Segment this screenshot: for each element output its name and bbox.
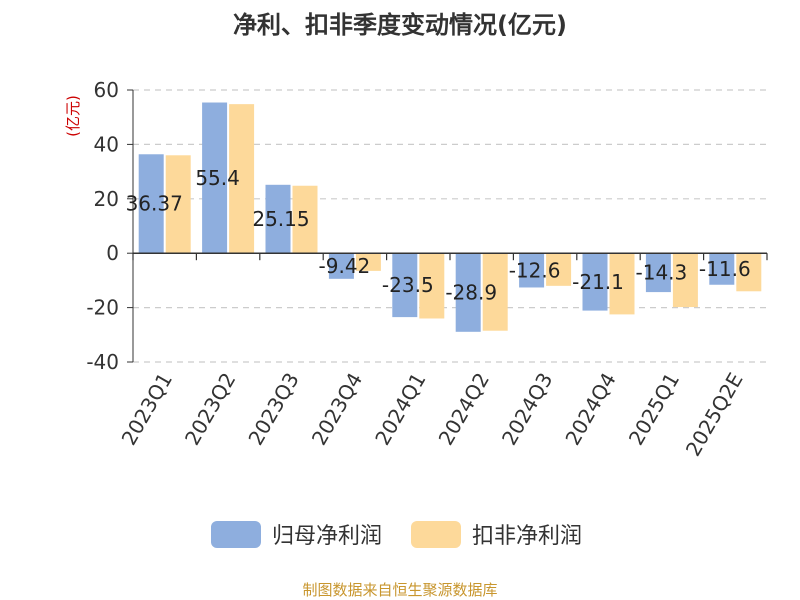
bar-net-profit[interactable] (709, 253, 735, 285)
grid-lines (133, 89, 767, 363)
data-label: -9.42 (319, 254, 371, 278)
y-tick-label: -40 (86, 350, 119, 374)
bar-net-profit[interactable] (328, 253, 354, 279)
bar-net-profit[interactable] (519, 253, 545, 288)
bar-deducted-profit[interactable] (609, 253, 635, 315)
bar-net-profit[interactable] (455, 253, 481, 332)
bar-net-profit[interactable] (582, 253, 608, 311)
y-tick-label: 20 (94, 187, 119, 211)
data-label: 36.37 (126, 192, 183, 216)
data-label: -12.6 (509, 258, 561, 282)
bar-deducted-profit[interactable] (229, 104, 255, 254)
y-tick-label: 40 (94, 132, 119, 156)
legend[interactable]: 归母净利润 扣非净利润 (211, 521, 582, 549)
data-label: -11.6 (699, 257, 751, 281)
bar-net-profit[interactable] (392, 253, 418, 318)
x-tick-label: 2023Q2 (180, 369, 240, 450)
legend-item[interactable]: 扣非净利润 (411, 521, 582, 549)
bar-deducted-profit[interactable] (419, 253, 445, 319)
data-label: 55.4 (195, 166, 240, 190)
legend-swatch (211, 521, 261, 548)
bar-net-profit[interactable] (265, 184, 291, 254)
bar-deducted-profit[interactable] (672, 253, 698, 308)
bar-deducted-profit[interactable] (292, 185, 318, 254)
x-tick-label: 2023Q4 (307, 369, 367, 450)
bar-net-profit[interactable] (645, 253, 671, 293)
bar-deducted-profit[interactable] (546, 253, 572, 286)
x-tick-label: 2025Q1 (624, 369, 684, 450)
x-tick-label: 2023Q1 (117, 369, 177, 450)
bar-deducted-profit[interactable] (165, 155, 191, 254)
bars (138, 102, 762, 332)
legend-item[interactable]: 归母净利润 (211, 521, 382, 549)
y-tick-label: -20 (86, 296, 119, 320)
x-tick-label: 2024Q4 (560, 369, 620, 450)
source-note: 制图数据来自恒生聚源数据库 (302, 581, 497, 599)
bar-net-profit[interactable] (202, 102, 228, 254)
legend-swatch (411, 521, 461, 548)
x-tick-label: 2023Q3 (243, 369, 303, 450)
x-tick-label: 2025Q2E (681, 369, 748, 461)
y-tick-label: 0 (106, 241, 119, 265)
chart-title: 净利、扣非季度变动情况(亿元) (233, 11, 567, 39)
bar-deducted-profit[interactable] (736, 253, 762, 292)
x-tick-label: 2024Q3 (497, 369, 557, 450)
x-tick-label: 2024Q1 (370, 369, 430, 450)
data-label: -21.1 (572, 270, 624, 294)
bar-deducted-profit[interactable] (355, 253, 381, 271)
data-label: -23.5 (382, 273, 434, 297)
bar-net-profit[interactable] (138, 154, 164, 254)
y-axis-label: (亿元) (64, 95, 82, 137)
legend-label: 扣非净利润 (472, 524, 582, 549)
data-label: -14.3 (636, 261, 688, 285)
legend-label: 归母净利润 (272, 524, 382, 549)
x-tick-label: 2024Q2 (434, 369, 494, 450)
data-label: 25.15 (252, 207, 309, 231)
data-label: -28.9 (445, 281, 497, 305)
y-tick-label: 60 (94, 78, 119, 102)
bar-deducted-profit[interactable] (482, 253, 508, 331)
